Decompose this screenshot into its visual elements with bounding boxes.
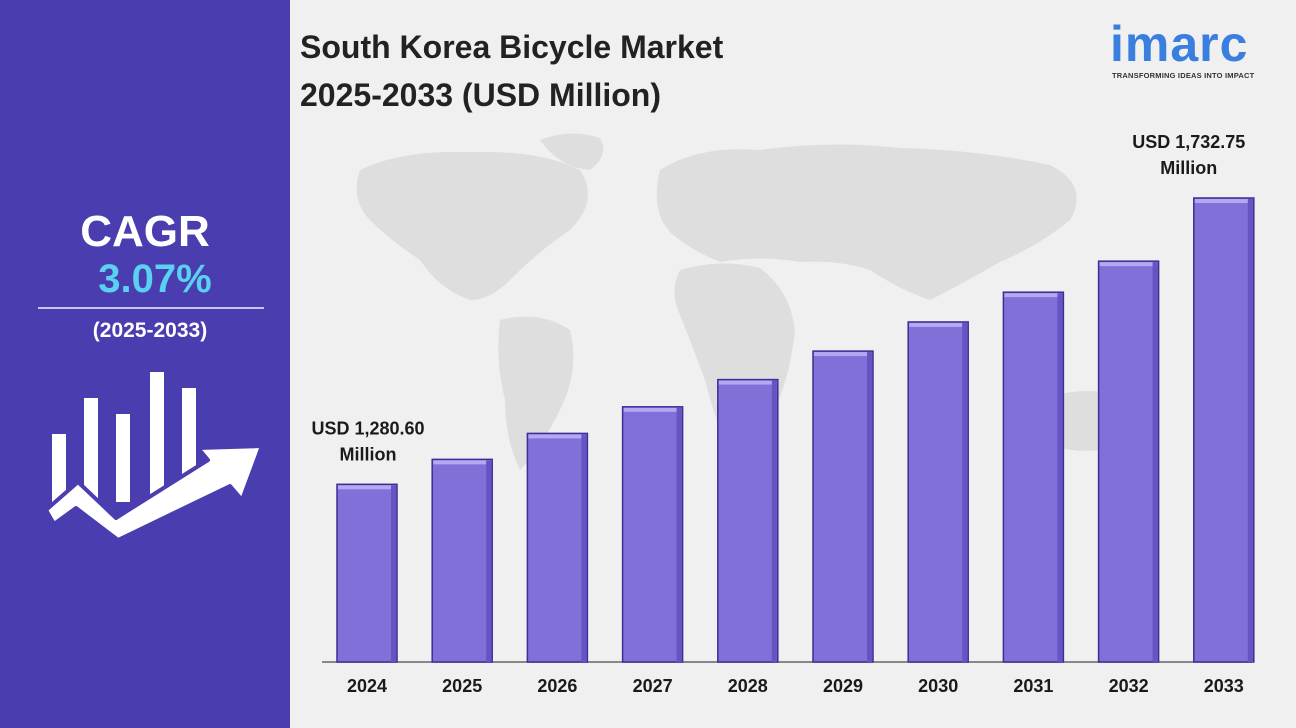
- imarc-logo: imarc TRANSFORMING IDEAS INTO IMPACT: [1106, 4, 1286, 84]
- cagr-divider: [38, 307, 264, 309]
- bar-2033: [1193, 197, 1255, 663]
- bar-2028: [717, 378, 779, 663]
- value-callout-2024: Million: [340, 444, 397, 464]
- cagr-value: 3.07%: [98, 257, 212, 301]
- x-tick-label: 2028: [728, 676, 768, 696]
- x-tick-label: 2027: [633, 676, 673, 696]
- bar-2032: [1097, 260, 1160, 663]
- value-callout-2033: USD 1,732.75: [1132, 132, 1245, 152]
- bar-2025: [431, 458, 493, 663]
- bar-2026: [526, 432, 589, 663]
- cagr-label: CAGR: [80, 207, 210, 256]
- value-callout-2033: Million: [1160, 158, 1217, 178]
- chart-title: South Korea Bicycle Market: [300, 29, 724, 65]
- x-tick-label: 2029: [823, 676, 863, 696]
- bar-2030: [907, 321, 969, 663]
- cagr-period: (2025-2033): [92, 319, 208, 342]
- x-tick-label: 2026: [537, 676, 577, 696]
- value-callout-2024: USD 1,280.60: [311, 418, 424, 438]
- logo-text: imarc: [1110, 16, 1249, 72]
- bar-2031: [1002, 291, 1065, 663]
- bar-2029: [812, 350, 874, 663]
- x-tick-label: 2030: [918, 676, 958, 696]
- chart-subtitle: 2025-2033 (USD Million): [300, 77, 661, 113]
- cagr-panel: CAGR 3.07% (2025-2033): [0, 0, 290, 728]
- x-tick-label: 2033: [1204, 676, 1244, 696]
- bar-2024: [336, 483, 398, 663]
- x-tick-label: 2032: [1109, 676, 1149, 696]
- bar-chart-growth-icon: [44, 372, 264, 539]
- x-tick-label: 2025: [442, 676, 482, 696]
- logo-tagline: TRANSFORMING IDEAS INTO IMPACT: [1112, 71, 1255, 80]
- x-tick-label: 2031: [1013, 676, 1053, 696]
- x-tick-label: 2024: [347, 676, 387, 696]
- bar-2027: [621, 406, 684, 663]
